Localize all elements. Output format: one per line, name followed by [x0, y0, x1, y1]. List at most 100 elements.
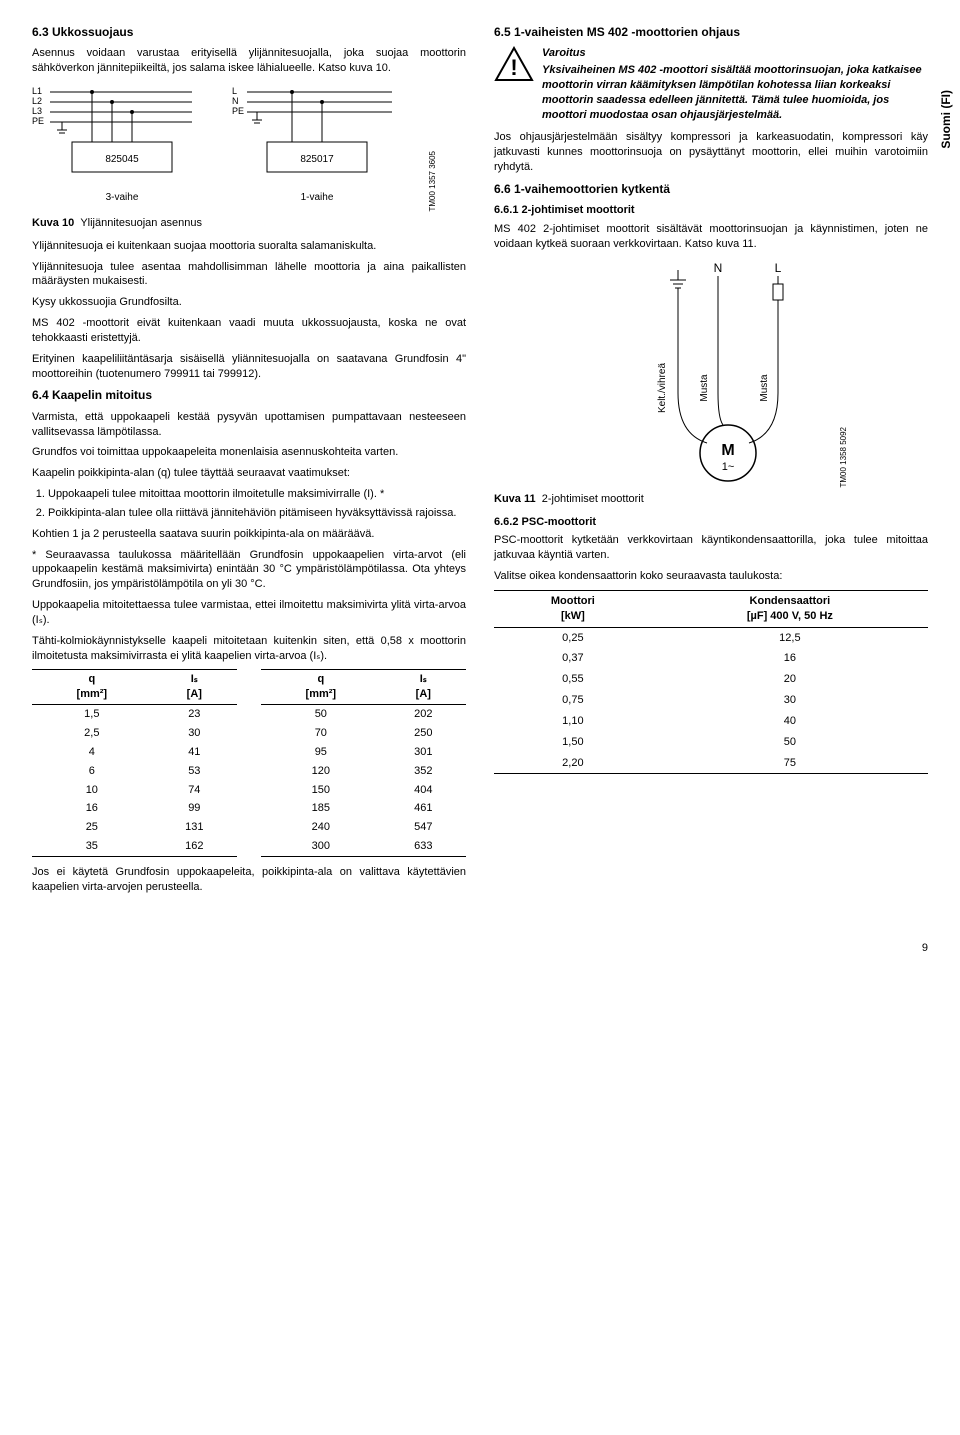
- heading-6-6: 6.6 1-vaihemoottorien kytkentä: [494, 181, 928, 197]
- table-row: 1,523: [32, 705, 237, 724]
- svg-text:L: L: [774, 261, 781, 275]
- table-row: 35162: [32, 837, 237, 856]
- table-cell: 23: [152, 705, 237, 724]
- table-cell: 99: [152, 799, 237, 818]
- table-cell: 53: [152, 762, 237, 781]
- fig10-n: N: [232, 96, 239, 106]
- table-row: 70250: [261, 724, 466, 743]
- two-column-layout: 6.3 Ukkossuojaus Asennus voidaan varusta…: [32, 24, 928, 901]
- table-cell: 75: [652, 753, 928, 774]
- table-cell: 2,5: [32, 724, 152, 743]
- warning-text: Varoitus Yksivaiheinen MS 402 -moottori …: [542, 46, 928, 122]
- figure-11-caption: Kuva 11 2-johtimiset moottorit: [494, 492, 928, 507]
- table-cell: 20: [652, 669, 928, 690]
- heading-6-3: 6.3 Ukkossuojaus: [32, 24, 466, 40]
- table-cell: 300: [261, 837, 381, 856]
- figure-11-diagram: N L M: [494, 258, 928, 488]
- para-64-6: Uppokaapelia mitoitettaessa tulee varmis…: [32, 598, 466, 628]
- table-cell: 30: [652, 690, 928, 711]
- table-cell: 1,50: [494, 732, 652, 753]
- para-65-1: Jos ohjausjärjestelmään sisältyy kompres…: [494, 130, 928, 175]
- table-row: 95301: [261, 743, 466, 762]
- table-cell: 240: [261, 818, 381, 837]
- table-cell: 202: [381, 705, 466, 724]
- table-cell: 250: [381, 724, 466, 743]
- warning-box: ! Varoitus Yksivaiheinen MS 402 -moottor…: [494, 46, 928, 122]
- para-661: MS 402 2-johtimiset moottorit sisältävät…: [494, 222, 928, 252]
- th-i: Iₛ[A]: [381, 670, 466, 705]
- table-row: 0,7530: [494, 690, 928, 711]
- fig10-cap-right: 1-vaihe: [301, 192, 334, 203]
- table-cell: 0,25: [494, 627, 652, 648]
- table-cell: 10: [32, 781, 152, 800]
- th-cap: Kondensaattori[µF] 400 V, 50 Hz: [652, 590, 928, 627]
- fig10-l3: L3: [32, 106, 42, 116]
- th-q: q[mm²]: [32, 670, 152, 705]
- page-number: 9: [32, 941, 928, 956]
- para-after10-1: Ylijännitesuoja ei kuitenkaan suojaa moo…: [32, 239, 466, 254]
- table-row: 50202: [261, 705, 466, 724]
- table-cell: 16: [32, 799, 152, 818]
- table-cell: 6: [32, 762, 152, 781]
- table-row: 2,530: [32, 724, 237, 743]
- table-cell: 16: [652, 648, 928, 669]
- svg-text:1~: 1~: [721, 461, 734, 473]
- para-64-2: Grundfos voi toimittaa uppokaapeleita mo…: [32, 445, 466, 460]
- table-cell: 50: [652, 732, 928, 753]
- para-64-5: * Seuraavassa taulukossa määritellään Gr…: [32, 548, 466, 593]
- table-row: 0,3716: [494, 648, 928, 669]
- table-cell: 0,75: [494, 690, 652, 711]
- left-column: 6.3 Ukkossuojaus Asennus voidaan varusta…: [32, 24, 466, 901]
- table-row: 240547: [261, 818, 466, 837]
- para-6-3: Asennus voidaan varustaa erityisellä yli…: [32, 46, 466, 76]
- warning-icon: !: [494, 46, 534, 82]
- svg-text:!: !: [510, 55, 517, 80]
- table-cell: 633: [381, 837, 466, 856]
- table-cell: 50: [261, 705, 381, 724]
- fig10-l: L: [232, 86, 237, 96]
- table-cell: 352: [381, 762, 466, 781]
- table-row: 2,2075: [494, 753, 928, 774]
- table-64-pair: q[mm²] Iₛ[A] 1,5232,53044165310741699251…: [32, 669, 466, 856]
- svg-text:Musta: Musta: [699, 374, 710, 402]
- heading-6-6-1: 6.6.1 2-johtimiset moottorit: [494, 203, 928, 218]
- table-row: 185461: [261, 799, 466, 818]
- para-64-7: Tähti-kolmiokäynnistykselle kaapeli mito…: [32, 634, 466, 664]
- table-662: Moottori[kW] Kondensaattori[µF] 400 V, 5…: [494, 590, 928, 775]
- table-row: 653: [32, 762, 237, 781]
- para-662-1: PSC-moottorit kytketään verkkovirtaan kä…: [494, 533, 928, 563]
- fig10-cap-left: 3-vaihe: [106, 192, 139, 203]
- table-row: 441: [32, 743, 237, 762]
- svg-text:M: M: [721, 442, 734, 459]
- para-after10-2: Ylijännitesuoja tulee asentaa mahdollisi…: [32, 260, 466, 290]
- table-cell: 461: [381, 799, 466, 818]
- fig10-pe-l: PE: [32, 116, 44, 126]
- para-after10-4: MS 402 -moottorit eivät kuitenkaan vaadi…: [32, 316, 466, 346]
- para-64-1: Varmista, että uppokaapeli kestää pysyvä…: [32, 410, 466, 440]
- table-cell: 4: [32, 743, 152, 762]
- figure-11-svg: N L M: [573, 258, 833, 488]
- table-cell: 185: [261, 799, 381, 818]
- list-64: Uppokaapeli tulee mitoittaa moottorin il…: [32, 487, 466, 521]
- table-row: 120352: [261, 762, 466, 781]
- table-row: 0,2512,5: [494, 627, 928, 648]
- table-cell: 35: [32, 837, 152, 856]
- table-cell: 547: [381, 818, 466, 837]
- table-cell: 70: [261, 724, 381, 743]
- table-64-right: q[mm²] Iₛ[A] 502027025095301120352150404…: [261, 669, 466, 856]
- figure-10-diagram: L1 L2 L3 PE 825045 3-vaihe L: [32, 82, 466, 212]
- table-cell: 162: [152, 837, 237, 856]
- th-motor: Moottori[kW]: [494, 590, 652, 627]
- table-cell: 1,5: [32, 705, 152, 724]
- table-row: 1699: [32, 799, 237, 818]
- fig10-box-right: 825017: [300, 154, 334, 165]
- table-row: 1074: [32, 781, 237, 800]
- th-q: q[mm²]: [261, 670, 381, 705]
- para-after10-3: Kysy ukkossuojia Grundfosilta.: [32, 295, 466, 310]
- language-tab: Suomi (FI): [938, 90, 954, 149]
- table-cell: 74: [152, 781, 237, 800]
- list-item: Poikkipinta-alan tulee olla riittävä jän…: [48, 506, 466, 521]
- table-cell: 404: [381, 781, 466, 800]
- th-i: Iₛ[A]: [152, 670, 237, 705]
- figure-10-caption: Kuva 10 Ylijännitesuojan asennus: [32, 216, 466, 231]
